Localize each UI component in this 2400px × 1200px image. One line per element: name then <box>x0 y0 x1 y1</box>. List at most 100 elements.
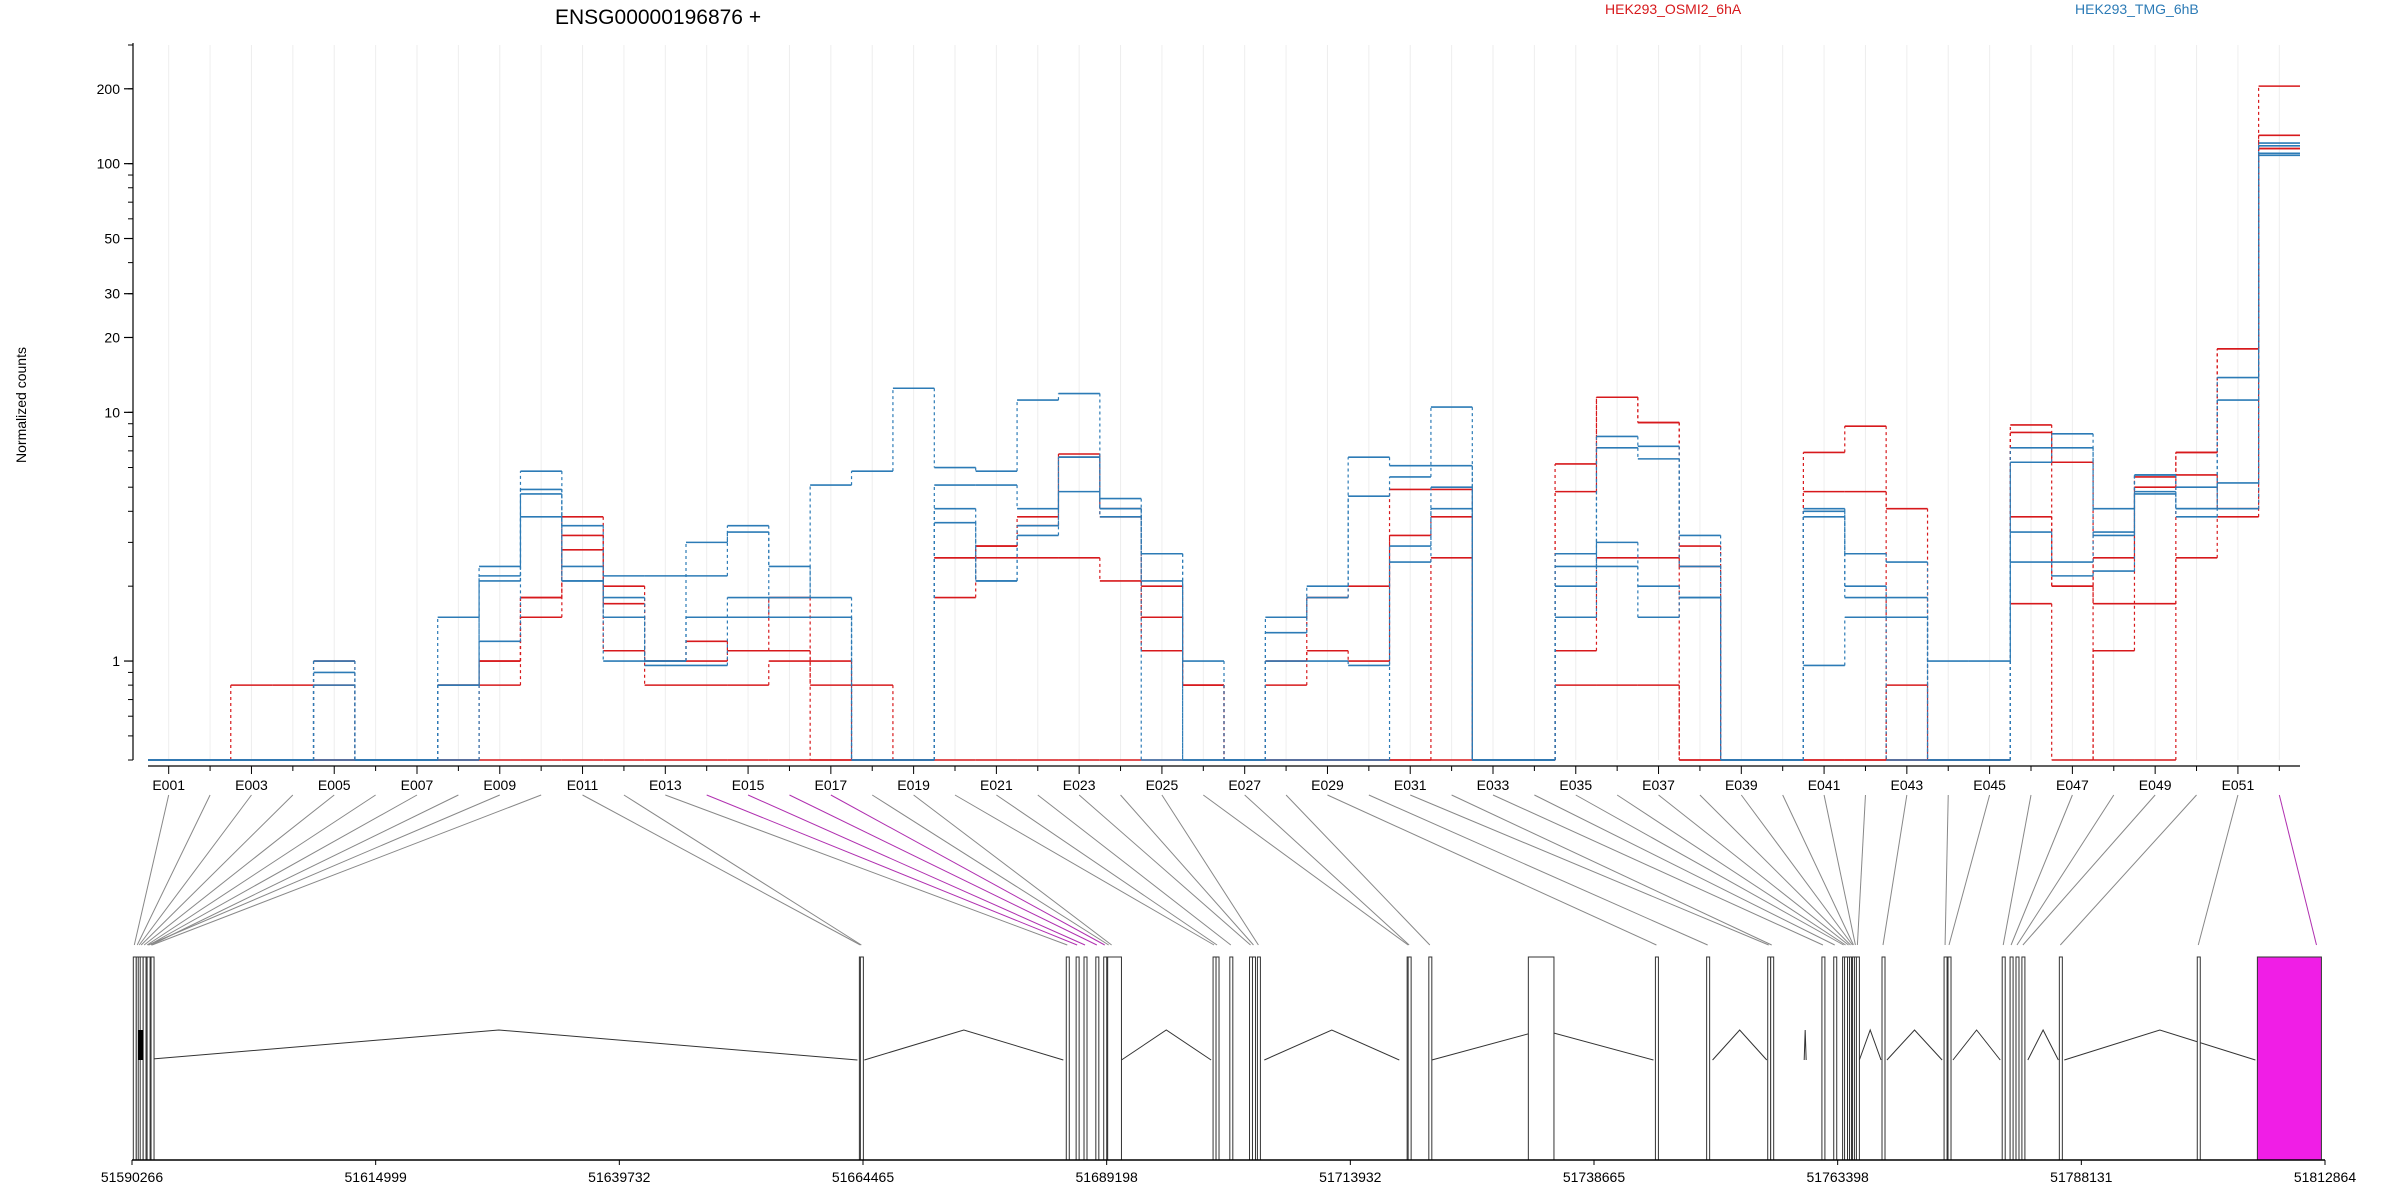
exon-block <box>1943 956 1948 1161</box>
exon-connector <box>146 794 376 946</box>
exon-connector <box>2002 794 2032 946</box>
intron-line <box>2064 1029 2256 1061</box>
series-osmi-1 <box>148 134 2300 761</box>
exon-connector <box>830 794 1105 946</box>
intron-line <box>864 1029 1064 1061</box>
x-tick-label: E045 <box>1973 777 2006 793</box>
exon-connector <box>789 794 1098 946</box>
exon-connector <box>954 794 1215 946</box>
exon-block <box>1428 956 1433 1161</box>
exon-connector <box>1285 794 1431 946</box>
exon-connector <box>582 794 861 946</box>
exon-block <box>1229 956 1234 1161</box>
y-axis: 1 10 20 30 50 100 200 <box>97 43 134 761</box>
exon-connector <box>706 794 1078 946</box>
exon-block-highlight <box>2256 956 2322 1161</box>
intron-line <box>1803 1029 1807 1061</box>
x-tick-label: E047 <box>2056 777 2089 793</box>
exon-block <box>2009 956 2014 1161</box>
exon-connector <box>1534 794 1835 946</box>
exon-block <box>1654 956 1659 1161</box>
exon-connector <box>136 794 211 946</box>
x-tick-label: E041 <box>1808 777 1841 793</box>
exon-connector <box>143 794 335 946</box>
x-tick-label: E015 <box>732 777 765 793</box>
exon-block <box>2196 956 2201 1161</box>
x-tick-label: E001 <box>152 777 185 793</box>
exon-block <box>1821 956 1826 1161</box>
x-tick-label: E043 <box>1890 777 1923 793</box>
genomic-tick-label: 51763398 <box>1807 1169 1870 1185</box>
exon-connector <box>151 794 542 946</box>
exon-block <box>2021 956 2026 1161</box>
x-tick-label: E035 <box>1559 777 1592 793</box>
exon-block <box>2015 956 2020 1161</box>
x-tick-label: E051 <box>2222 777 2255 793</box>
exon-block <box>1215 956 1220 1161</box>
x-tick-label: E027 <box>1228 777 1261 793</box>
exon-connector <box>1368 794 1708 946</box>
exon-connector <box>1120 794 1254 946</box>
exon-block <box>859 956 864 1161</box>
x-tick-label: E023 <box>1063 777 1096 793</box>
exon-connector <box>747 794 1086 946</box>
x-tick-label: E025 <box>1146 777 1179 793</box>
exon-connector <box>1037 794 1232 946</box>
exon-connector <box>871 794 1109 946</box>
genomic-tick-label: 51812864 <box>2294 1169 2357 1185</box>
exon-connector <box>2278 794 2317 946</box>
genomic-tick-label: 51614999 <box>345 1169 408 1185</box>
exon-connector <box>1658 794 1849 946</box>
genomic-tick-label: 51738665 <box>1563 1169 1626 1185</box>
legend-tmg: HEK293_TMG_6hB <box>2075 1 2199 17</box>
series-osmi-0 <box>148 85 2300 761</box>
grid-lines <box>168 45 2280 760</box>
genomic-tick-label: 51689198 <box>1076 1169 1139 1185</box>
exon-block <box>2001 956 2006 1161</box>
y-tick-label: 10 <box>104 404 120 420</box>
exon-block <box>1770 956 1775 1161</box>
exon-connector <box>1856 794 1866 946</box>
x-tick-label: E003 <box>235 777 268 793</box>
exon-connector <box>148 794 418 946</box>
chart-title: ENSG00000196876 + <box>555 6 761 29</box>
exon-connector <box>913 794 1112 946</box>
exon-connector <box>2010 794 2073 946</box>
intron-line <box>1264 1029 1400 1061</box>
exon-block <box>1095 956 1100 1161</box>
exon-block <box>1103 956 1108 1161</box>
exon-connector <box>1944 794 1949 946</box>
x-tick-label: E017 <box>814 777 847 793</box>
y-tick-label: 100 <box>97 156 121 172</box>
exon-block <box>1083 956 1088 1161</box>
exon-connector <box>138 794 252 946</box>
exon-block <box>1947 956 1952 1161</box>
intron-line <box>1858 1028 1882 1061</box>
intron-line <box>1886 1029 1943 1061</box>
exon-block <box>1706 956 1711 1161</box>
y-axis-label: Normalized counts <box>13 347 29 463</box>
exon-block <box>1407 956 1412 1161</box>
exon-block <box>1881 956 1886 1161</box>
exon-connector <box>1882 794 1908 946</box>
genomic-tick-label: 51664465 <box>832 1169 895 1185</box>
genomic-tick-label: 51788131 <box>2050 1169 2113 1185</box>
x-tick-label: E039 <box>1725 777 1758 793</box>
exon-connector <box>1327 794 1657 946</box>
genomic-axis: 51590266 51614999 51639732 51664465 51689198… <box>101 1159 2357 1185</box>
intron-line <box>1121 1029 1212 1061</box>
y-tick-label: 1 <box>112 653 120 669</box>
genomic-tick-label: 51590266 <box>101 1169 164 1185</box>
series-layer <box>148 85 2300 761</box>
exon-block <box>138 1030 143 1060</box>
exon-connector <box>133 794 170 946</box>
exon-connector <box>2197 794 2239 946</box>
exon-block <box>1855 956 1860 1161</box>
exon-connector <box>1244 794 1410 946</box>
exon-block <box>2058 956 2063 1161</box>
genomic-tick-label: 51639732 <box>588 1169 651 1185</box>
x-tick-label: E007 <box>401 777 434 793</box>
exon-connector <box>150 794 459 946</box>
exon-connector <box>1616 794 1846 946</box>
